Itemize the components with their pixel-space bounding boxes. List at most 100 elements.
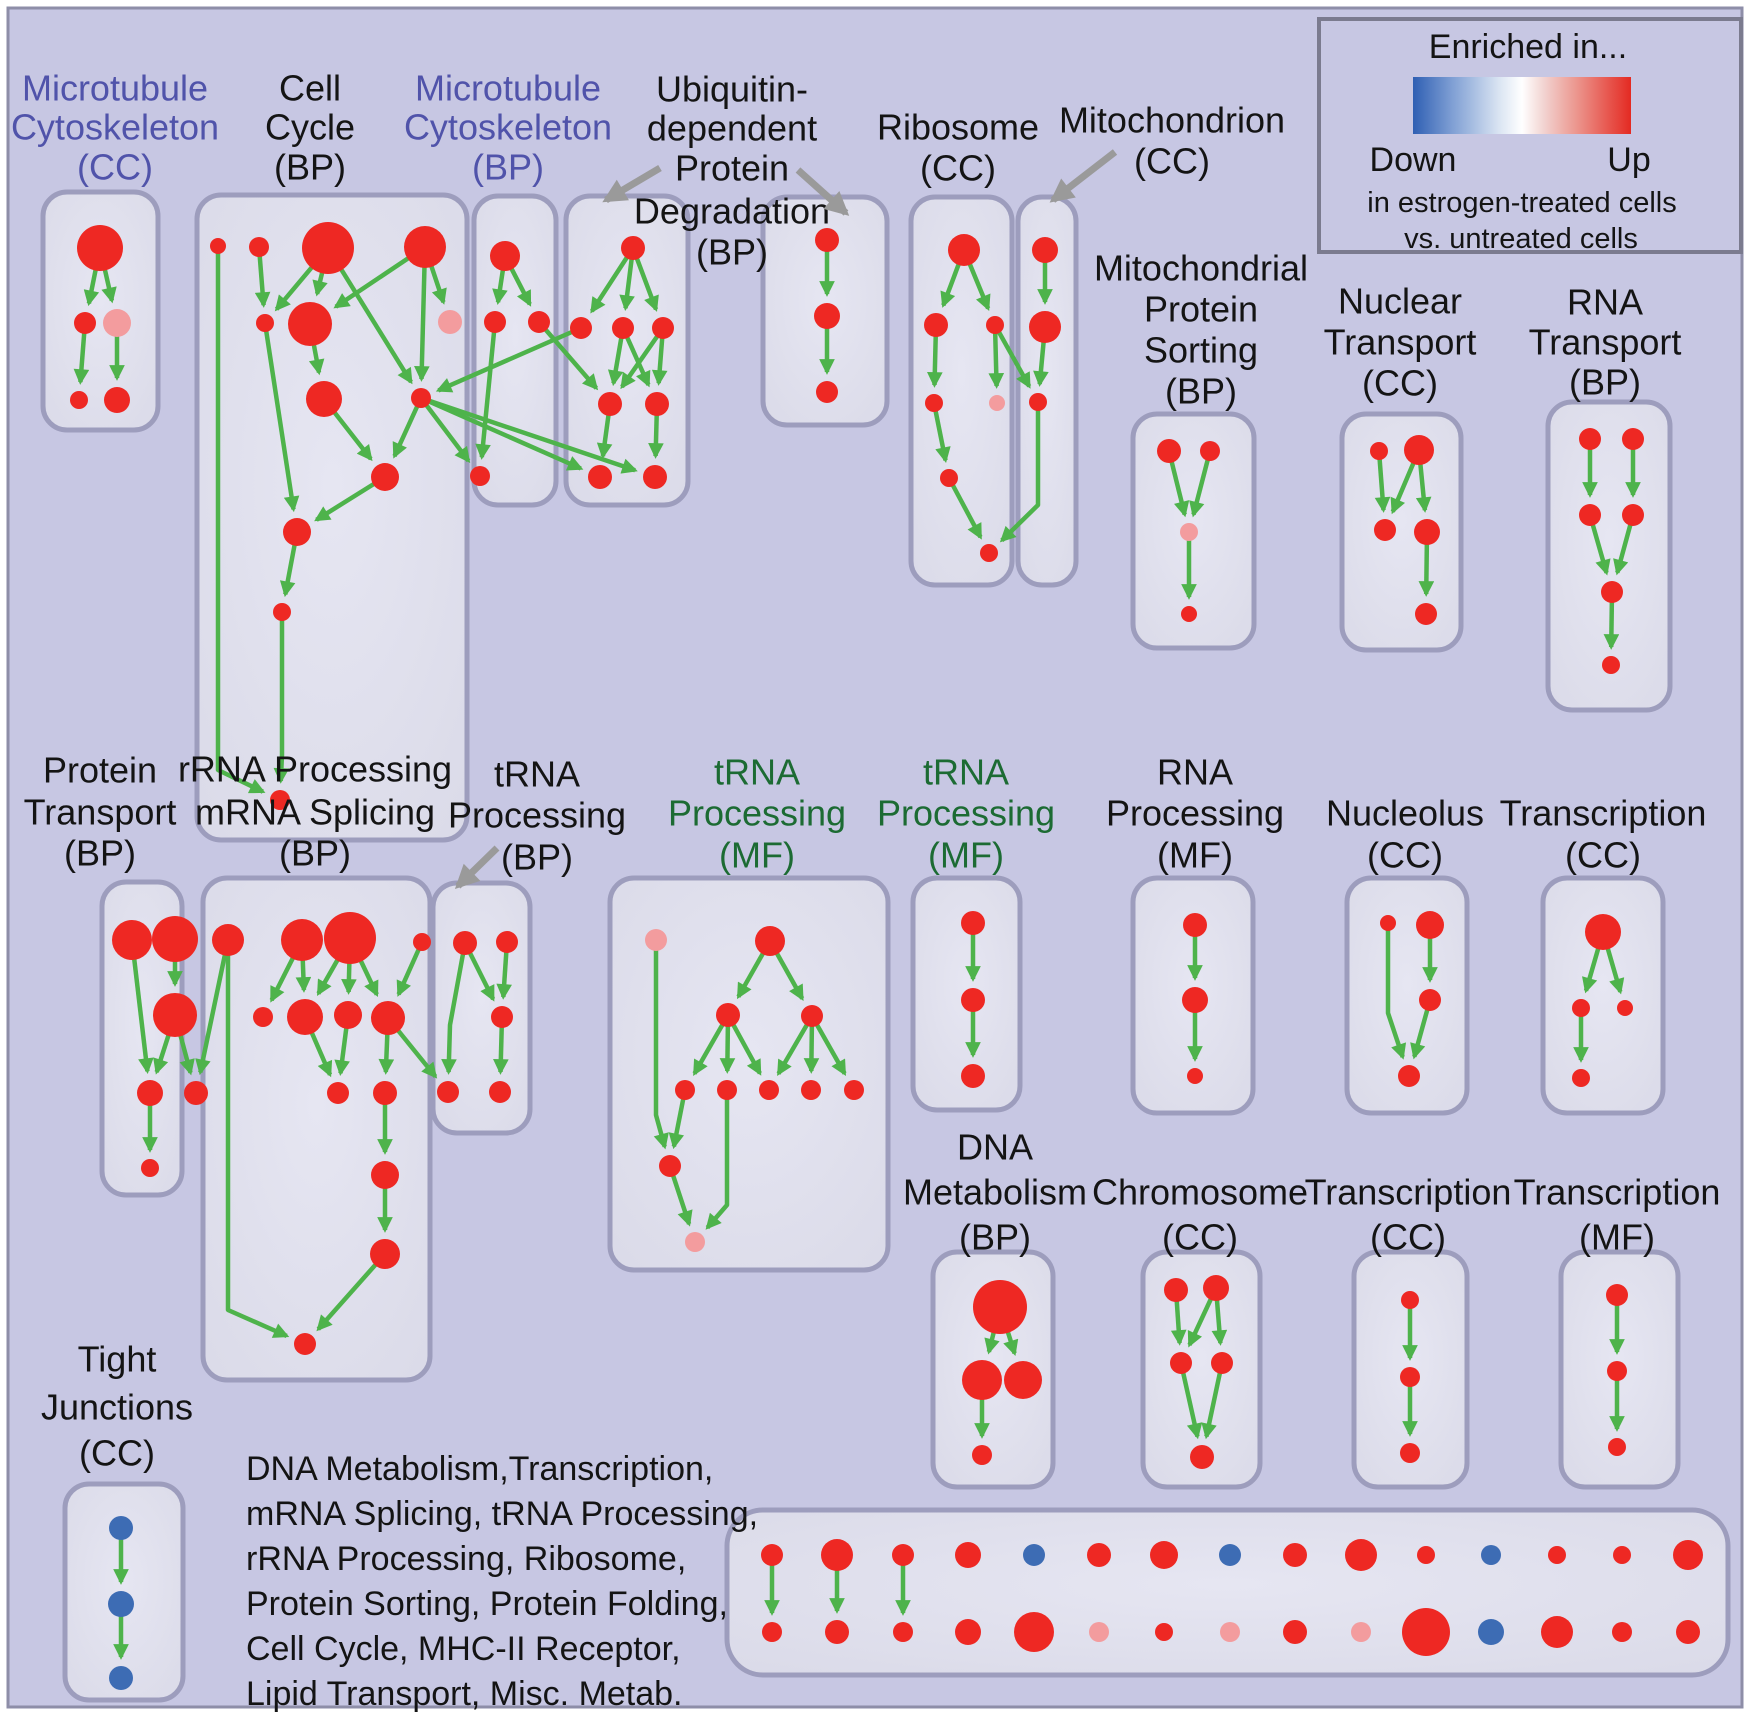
go-term-node-cc.k[interactable] — [283, 518, 311, 546]
go-term-node-trnamf2.c[interactable] — [961, 1064, 985, 1088]
go-term-node-trcc3.a[interactable] — [1401, 1291, 1419, 1309]
go-term-node-cc.i[interactable] — [411, 388, 431, 408]
go-term-node-rrna.ml2[interactable] — [371, 1161, 399, 1189]
go-term-node-trcc2.ml[interactable] — [1572, 999, 1590, 1017]
go-term-node-grid.t2[interactable] — [892, 1544, 914, 1566]
go-term-node-ptrans.mid[interactable] — [153, 993, 197, 1037]
go-term-node-cc.b[interactable] — [249, 237, 269, 257]
go-term-node-ub.b1[interactable] — [588, 465, 612, 489]
go-term-node-msort.z[interactable] — [1181, 606, 1197, 622]
go-term-node-mtcc.n1[interactable] — [77, 225, 123, 271]
go-term-node-trnamf1.t[interactable] — [755, 926, 785, 956]
go-term-node-trnamf1.bp[interactable] — [685, 1232, 705, 1252]
go-term-node-trmf.b[interactable] — [1607, 1361, 1627, 1381]
go-term-node-chrom.tl[interactable] — [1164, 1278, 1188, 1302]
go-term-node-trnabp.br[interactable] — [489, 1081, 511, 1103]
go-term-node-ub.m3[interactable] — [652, 317, 674, 339]
go-term-node-msort.b[interactable] — [1200, 441, 1220, 461]
go-term-node-rrna.bot[interactable] — [294, 1333, 316, 1355]
go-term-node-grid.b1[interactable] — [825, 1620, 849, 1644]
go-term-node-cc.a[interactable] — [210, 238, 226, 254]
go-term-node-rib.bot[interactable] — [980, 544, 998, 562]
go-term-node-grid.t9[interactable] — [1345, 1539, 1377, 1571]
go-term-node-grid.b4[interactable] — [1014, 1612, 1054, 1652]
go-term-node-rrna.sl[interactable] — [253, 1007, 273, 1027]
go-term-node-rtrans.tr[interactable] — [1622, 428, 1644, 450]
go-term-node-ntrans.tr[interactable] — [1404, 435, 1434, 465]
go-term-node-mtcc.n4[interactable] — [70, 391, 88, 409]
go-term-node-grid.t6[interactable] — [1150, 1541, 1178, 1569]
go-term-node-ntrans.mr[interactable] — [1414, 519, 1440, 545]
go-term-node-trnamf1.s4[interactable] — [801, 1080, 821, 1100]
go-term-node-cc.d[interactable] — [404, 226, 446, 268]
go-term-node-ptrans.t2[interactable] — [152, 916, 198, 962]
go-term-node-grid.b0[interactable] — [762, 1622, 782, 1642]
go-term-node-trnamf1.mr[interactable] — [801, 1005, 823, 1027]
go-term-node-mito.t[interactable] — [1032, 237, 1058, 263]
go-term-node-dnam.mr[interactable] — [1004, 1361, 1042, 1399]
go-term-node-mito.lo[interactable] — [1029, 393, 1047, 411]
go-term-node-chrom.ml[interactable] — [1170, 1352, 1192, 1374]
go-term-node-ptrans.t1[interactable] — [112, 920, 152, 960]
go-term-node-rrna.t2[interactable] — [281, 919, 323, 961]
go-term-node-trmf.c[interactable] — [1608, 1438, 1626, 1456]
go-term-node-trcc2.t[interactable] — [1585, 914, 1621, 950]
go-term-node-rrna.m3[interactable] — [371, 1001, 405, 1035]
go-term-node-tight.b[interactable] — [108, 1591, 134, 1617]
go-term-node-grid.t0[interactable] — [761, 1544, 783, 1566]
go-term-node-cc.f[interactable] — [288, 302, 332, 346]
go-term-node-mtbp.bot[interactable] — [470, 466, 490, 486]
go-term-node-cc.j[interactable] — [371, 463, 399, 491]
go-term-node-grid.b2[interactable] — [893, 1622, 913, 1642]
go-term-node-ptrans.b[interactable] — [141, 1159, 159, 1177]
go-term-node-grid.t4[interactable] — [1023, 1544, 1045, 1566]
go-term-node-trnabp.bl[interactable] — [437, 1081, 459, 1103]
go-term-node-rib.t[interactable] — [948, 234, 980, 266]
go-term-node-trnamf1.ml[interactable] — [716, 1003, 740, 1027]
go-term-node-rrna.t1[interactable] — [212, 924, 244, 956]
go-term-node-ntrans.tl[interactable] — [1370, 442, 1388, 460]
go-term-node-rrna.t4[interactable] — [413, 933, 431, 951]
go-term-node-grid.b9[interactable] — [1351, 1622, 1371, 1642]
go-term-node-trnamf2.b[interactable] — [961, 988, 985, 1012]
go-term-node-ubr.r2[interactable] — [814, 303, 840, 329]
go-term-node-grid.t8[interactable] — [1283, 1543, 1307, 1567]
go-term-node-grid.t7[interactable] — [1219, 1544, 1241, 1566]
go-term-node-ub.b2[interactable] — [643, 465, 667, 489]
go-term-node-grid.t14[interactable] — [1673, 1540, 1703, 1570]
go-term-node-chrom.mr[interactable] — [1211, 1352, 1233, 1374]
go-term-node-grid.b8[interactable] — [1283, 1620, 1307, 1644]
go-term-node-trcc3.b[interactable] — [1400, 1367, 1420, 1387]
go-term-node-mtcc.n2[interactable] — [74, 312, 96, 334]
go-term-node-cc.m[interactable] — [270, 790, 290, 810]
go-term-node-nucl.tr[interactable] — [1416, 911, 1444, 939]
go-term-node-chrom.b[interactable] — [1190, 1445, 1214, 1469]
go-term-node-rtrans.tl[interactable] — [1579, 428, 1601, 450]
go-term-node-rib.pk[interactable] — [989, 395, 1005, 411]
go-term-node-mtbp.ml[interactable] — [484, 311, 506, 333]
go-term-node-grid.t10[interactable] — [1417, 1546, 1435, 1564]
go-term-node-trnamf1.pk[interactable] — [645, 929, 667, 951]
go-term-node-grid.t12[interactable] — [1548, 1546, 1566, 1564]
go-term-node-trcc2.b[interactable] — [1572, 1069, 1590, 1087]
go-term-node-tight.a[interactable] — [109, 1516, 133, 1540]
go-term-node-mtcc.n3[interactable] — [103, 309, 131, 337]
go-term-node-grid.t3[interactable] — [955, 1542, 981, 1568]
go-term-node-grid.b5[interactable] — [1089, 1622, 1109, 1642]
go-term-node-rtrans.mr[interactable] — [1622, 504, 1644, 526]
go-term-node-rrna.lo2[interactable] — [373, 1081, 397, 1105]
go-term-node-grid.b14[interactable] — [1676, 1620, 1700, 1644]
go-term-node-rnamf.c[interactable] — [1187, 1068, 1203, 1084]
go-term-node-nucl.mid[interactable] — [1419, 989, 1441, 1011]
go-term-node-trnamf2.a[interactable] — [961, 911, 985, 935]
go-term-node-cc.c[interactable] — [302, 222, 354, 274]
go-term-node-chrom.tr[interactable] — [1203, 1275, 1229, 1301]
go-term-node-dnam.t[interactable] — [973, 1280, 1027, 1334]
go-term-node-mito.mid[interactable] — [1029, 311, 1061, 343]
go-term-node-trnabp.tr[interactable] — [496, 931, 518, 953]
go-term-node-mtbp.t[interactable] — [490, 241, 520, 271]
go-term-node-rrna.m2[interactable] — [334, 1001, 362, 1029]
go-term-node-mtcc.n5[interactable] — [104, 387, 130, 413]
go-term-node-trcc2.mr[interactable] — [1617, 1000, 1633, 1016]
go-term-node-rrna.lb[interactable] — [370, 1239, 400, 1269]
